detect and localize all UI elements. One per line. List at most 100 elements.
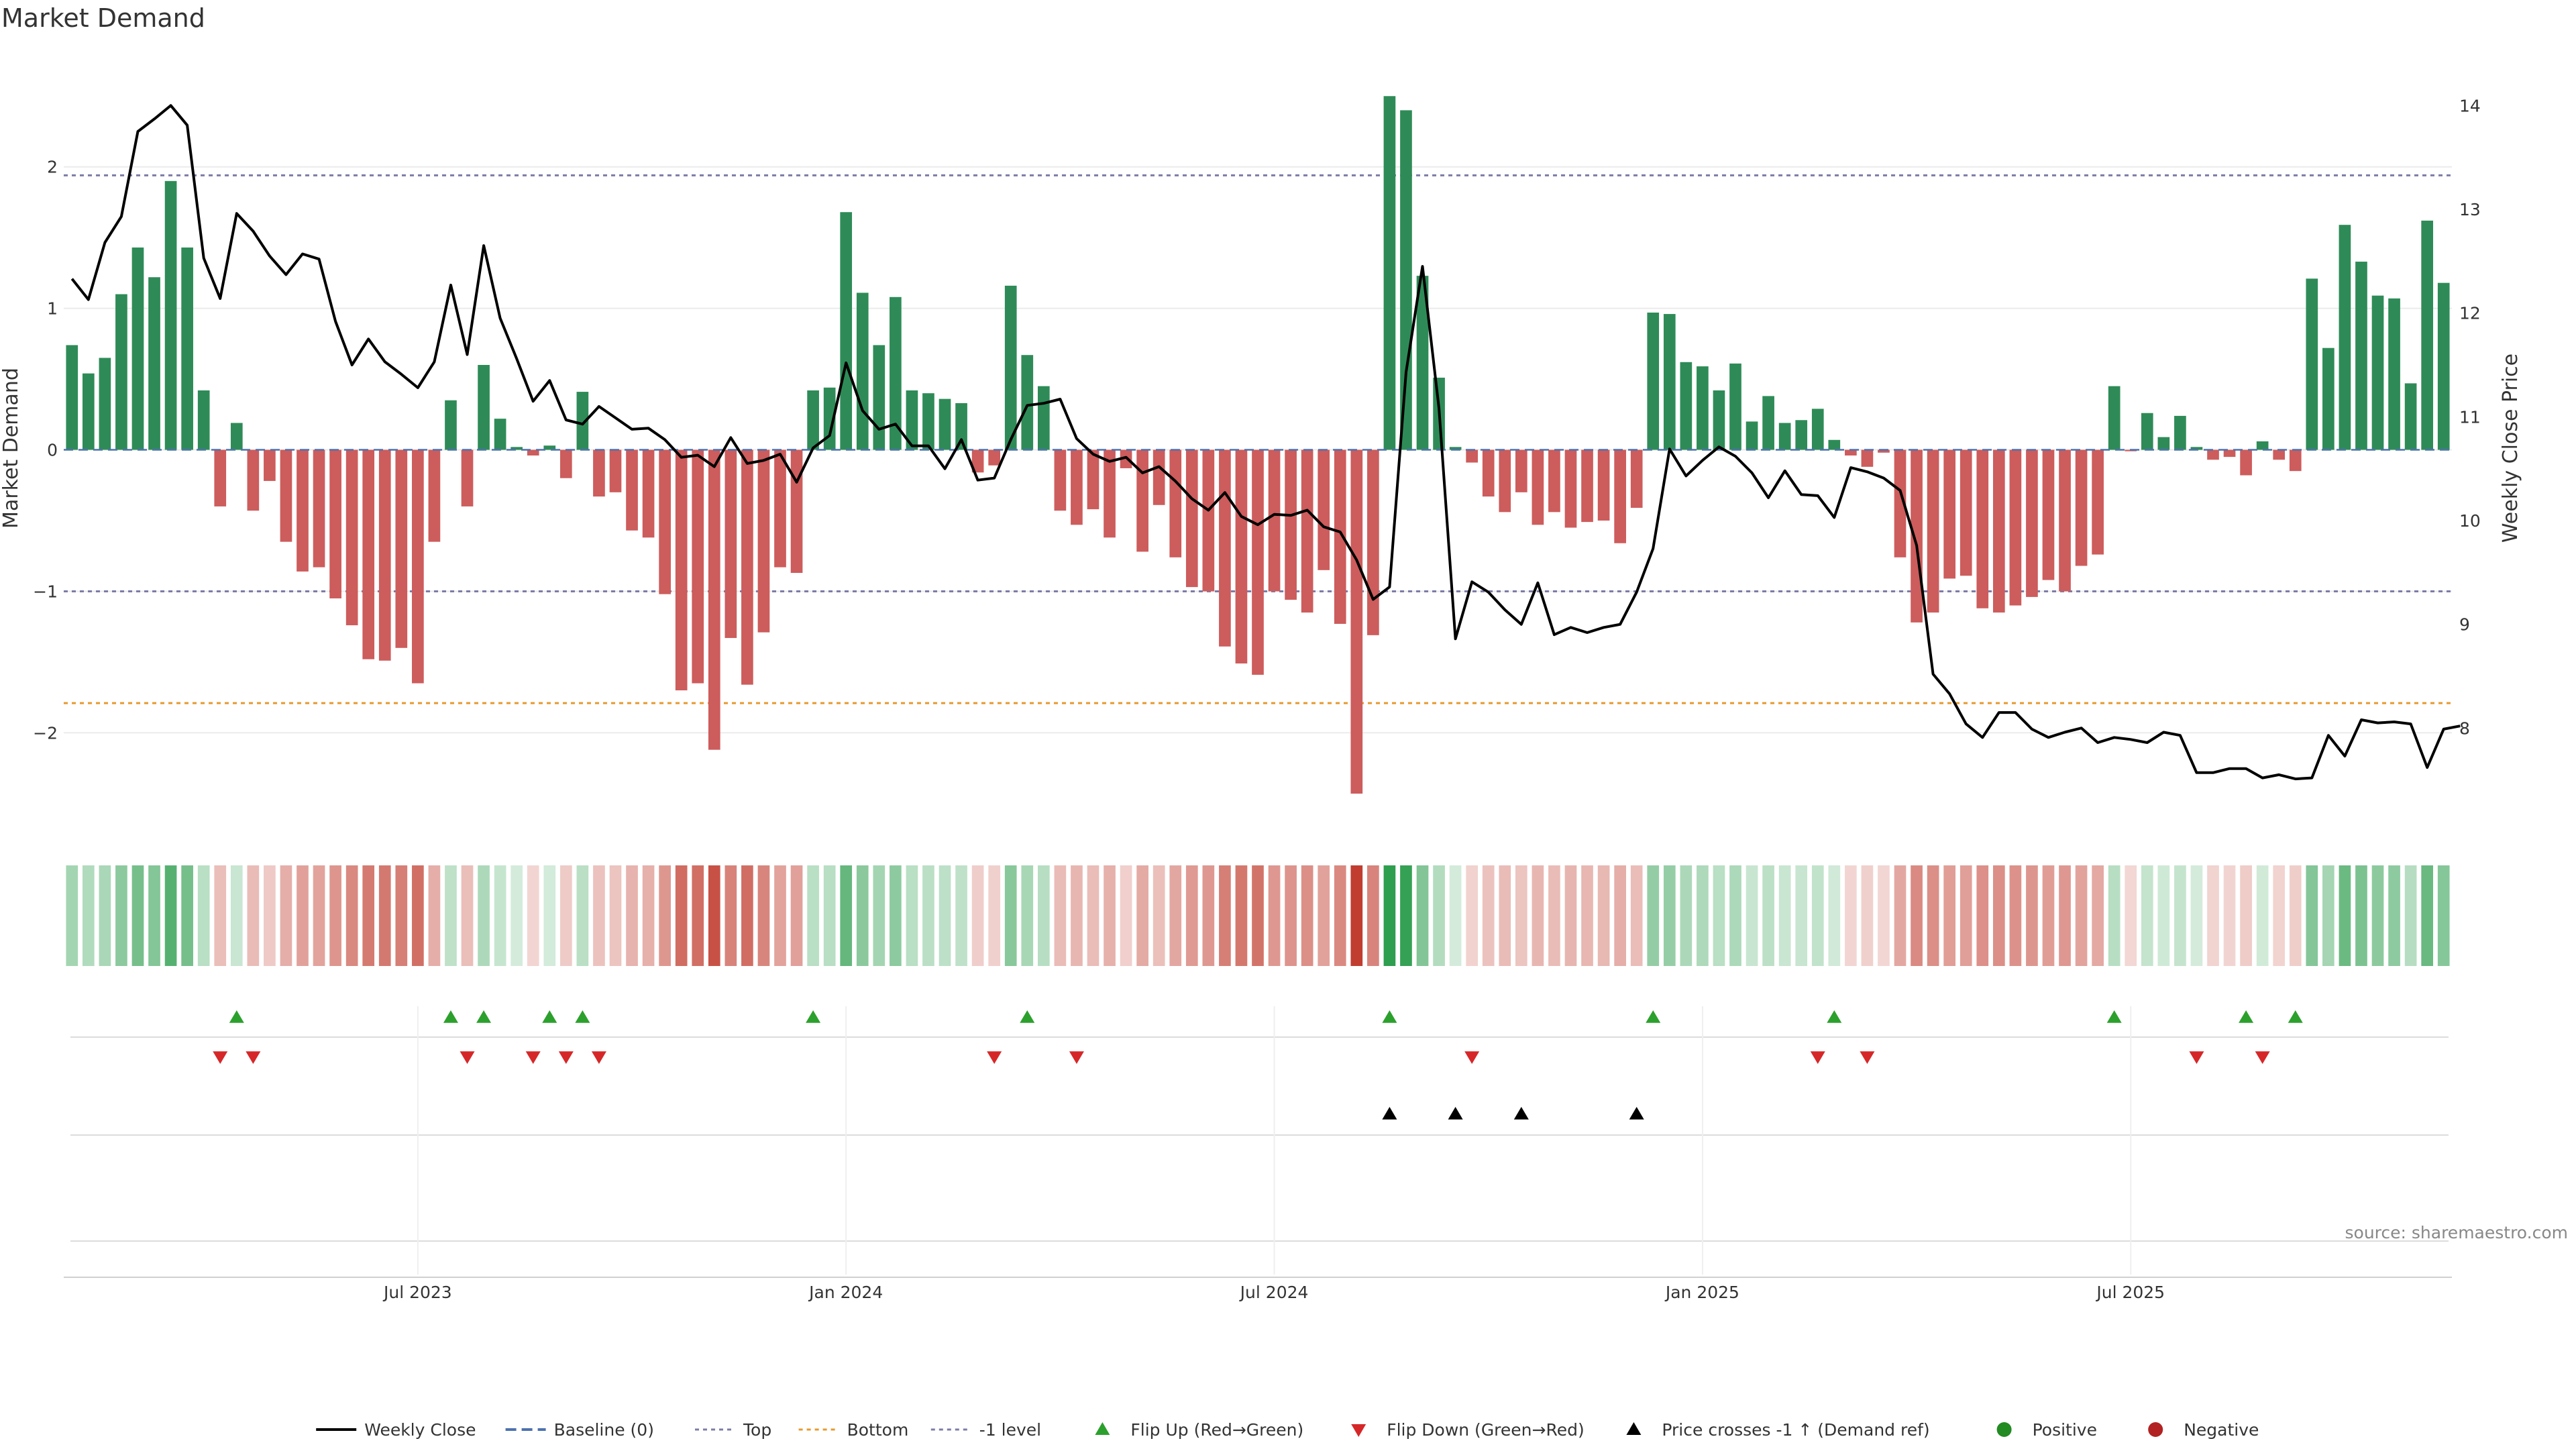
- demand-bar: [840, 212, 853, 450]
- strip-cell: [1152, 865, 1165, 966]
- demand-heat-strip: [66, 865, 2450, 966]
- strip-cell: [1301, 865, 1313, 966]
- strip-cell: [955, 865, 967, 966]
- flip-up-marker: [542, 1010, 557, 1023]
- strip-cell: [412, 865, 424, 966]
- demand-bar: [1729, 363, 1741, 450]
- demand-bar: [1285, 449, 1297, 600]
- legend-label: Weekly Close: [364, 1420, 476, 1440]
- strip-cell: [1927, 865, 1939, 966]
- demand-bar: [66, 345, 78, 450]
- demand-bar: [1943, 449, 1956, 579]
- demand-bar: [230, 423, 243, 450]
- demand-bar: [642, 449, 655, 538]
- strip-cell: [1318, 865, 1330, 966]
- left-tick-label: −2: [33, 723, 58, 743]
- legend-label: Positive: [2033, 1420, 2097, 1440]
- demand-bar: [543, 445, 556, 450]
- strip-cell: [214, 865, 227, 966]
- strip-cell: [1367, 865, 1379, 966]
- demand-bar: [692, 449, 704, 684]
- demand-bar: [2306, 278, 2318, 450]
- strip-cell: [1532, 865, 1544, 966]
- strip-cell: [2075, 865, 2088, 966]
- demand-bar: [988, 449, 1001, 466]
- strip-cell: [395, 865, 408, 966]
- demand-bar: [2075, 449, 2088, 566]
- strip-cell: [1845, 865, 1857, 966]
- right-tick-label: 9: [2459, 615, 2470, 635]
- strip-cell: [2306, 865, 2318, 966]
- strip-cell: [1252, 865, 1264, 966]
- strip-cell: [478, 865, 490, 966]
- right-tick-label: 8: [2459, 718, 2470, 738]
- strip-cell: [494, 865, 506, 966]
- demand-bar: [774, 449, 786, 568]
- strip-cell: [329, 865, 341, 966]
- demand-bar: [856, 292, 869, 450]
- strip-cell: [922, 865, 934, 966]
- x-tick-label: Jan 2025: [1664, 1283, 1739, 1302]
- strip-cell: [1811, 865, 1824, 966]
- x-tick-label: Jul 2023: [382, 1283, 452, 1302]
- demand-bar: [955, 402, 967, 450]
- flip-up-marker: [2239, 1010, 2254, 1023]
- strip-cell: [873, 865, 885, 966]
- demand-bar: [1383, 96, 1396, 450]
- strip-cell: [1185, 865, 1198, 966]
- strip-cell: [543, 865, 556, 966]
- demand-bar: [659, 449, 671, 594]
- strip-cell: [1943, 865, 1956, 966]
- demand-bar: [2421, 220, 2434, 450]
- flip-down-marker: [213, 1051, 228, 1064]
- strip-cell: [1169, 865, 1182, 966]
- demand-bar: [1004, 285, 1017, 450]
- demand-bar: [1071, 449, 1083, 525]
- demand-bar: [2289, 449, 2302, 472]
- strip-cell: [1350, 865, 1363, 966]
- demand-bar: [412, 449, 424, 684]
- strip-cell: [2190, 865, 2203, 966]
- demand-bar: [626, 449, 638, 531]
- strip-cell: [1778, 865, 1791, 966]
- demand-bar: [2026, 449, 2038, 597]
- left-tick-label: 2: [47, 158, 58, 177]
- demand-bars: [64, 96, 2452, 794]
- demand-bar: [1911, 449, 1923, 623]
- demand-bar: [757, 449, 770, 633]
- demand-bar: [1482, 449, 1495, 497]
- strip-cell: [1383, 865, 1396, 966]
- strip-cell: [345, 865, 358, 966]
- strip-cell: [2009, 865, 2022, 966]
- demand-bar: [807, 390, 819, 450]
- demand-bar: [2092, 449, 2104, 555]
- strip-cell: [2404, 865, 2417, 966]
- demand-bar: [708, 449, 720, 750]
- demand-bar: [2371, 295, 2384, 450]
- strip-cell: [1449, 865, 1462, 966]
- right-axis-ticks: 14 13 12 11 10 9 8: [2459, 96, 2481, 738]
- demand-bar: [197, 390, 210, 450]
- strip-cell: [2059, 865, 2071, 966]
- demand-bar: [2273, 449, 2286, 460]
- strip-cell: [148, 865, 160, 966]
- strip-cell: [247, 865, 260, 966]
- demand-bar: [1894, 449, 1907, 557]
- strip-cell: [642, 865, 655, 966]
- price-cross-marker: [1629, 1107, 1644, 1120]
- strip-cell: [1976, 865, 1989, 966]
- strip-cell: [1911, 865, 1923, 966]
- demand-bar: [115, 294, 127, 450]
- strip-cell: [1762, 865, 1774, 966]
- strip-cell: [2174, 865, 2186, 966]
- flip-up-marker: [476, 1010, 492, 1023]
- demand-bar: [1811, 409, 1824, 450]
- demand-bar: [1169, 449, 1182, 557]
- left-axis-label: Market Demand: [0, 368, 23, 529]
- demand-bar: [1992, 449, 2005, 613]
- weekly-close-polyline: [70, 104, 2461, 781]
- demand-bar: [1778, 423, 1791, 450]
- demand-bar: [1054, 449, 1067, 511]
- demand-bar: [2207, 449, 2219, 460]
- x-axis-ticks: Jul 2023 Jan 2024 Jul 2024 Jan 2025 Jul 2025: [64, 1006, 2452, 1302]
